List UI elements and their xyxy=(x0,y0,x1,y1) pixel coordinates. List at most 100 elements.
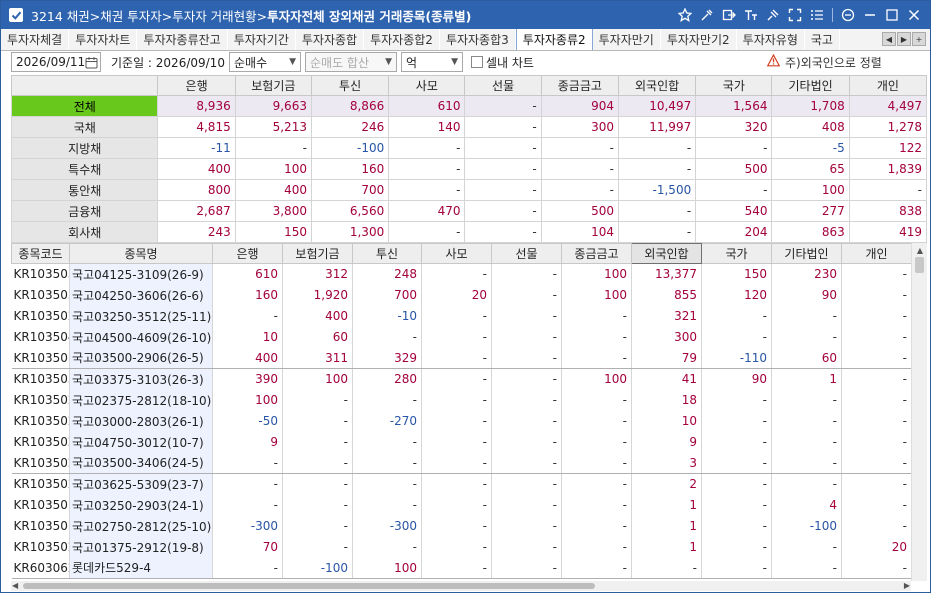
text-size-icon[interactable] xyxy=(741,5,761,25)
summary-row-label[interactable]: 통안채 xyxy=(10,179,159,201)
detail-cell: - xyxy=(282,536,353,558)
table-row[interactable]: KR1035036국고03375-3103(26-3)390100280--10… xyxy=(11,368,912,390)
tab-2[interactable]: 투자자종류잔고 xyxy=(137,29,228,50)
tab-10[interactable]: 투자자유형 xyxy=(737,29,805,50)
vertical-scrollbar[interactable]: ▲ xyxy=(911,243,927,581)
tool-icon[interactable] xyxy=(697,5,717,25)
table-row[interactable]: KR1035027국고04750-3012(10-7)9-----9--- xyxy=(11,431,912,453)
detail-column-header[interactable]: 종목명 xyxy=(69,243,213,264)
date-input[interactable]: 2026/09/11 xyxy=(11,52,101,72)
horizontal-scroll-thumb[interactable] xyxy=(23,583,595,589)
tab-1[interactable]: 투자자차트 xyxy=(69,29,138,50)
summary-row-label[interactable]: 지방채 xyxy=(10,137,159,159)
summary-row-label[interactable]: 전체 xyxy=(10,95,159,117)
summary-column-header[interactable]: 은행 xyxy=(157,75,236,96)
summary-row-label[interactable]: 국채 xyxy=(10,116,159,138)
tab-3[interactable]: 투자자기간 xyxy=(228,29,296,50)
menu-icon[interactable] xyxy=(807,5,827,25)
tab-4[interactable]: 투자자종합 xyxy=(296,29,365,50)
maximize-icon[interactable] xyxy=(882,5,902,25)
table-row[interactable]: KR1035016국고02750-2812(25-10)-300--300---… xyxy=(11,515,912,537)
summary-cell: - xyxy=(540,137,619,159)
tab-0[interactable]: 투자자체결 xyxy=(1,29,70,50)
tab-9[interactable]: 투자자만기2 xyxy=(661,29,737,50)
table-row[interactable]: KR1035036국고04250-3606(26-6)1601,92070020… xyxy=(11,284,912,306)
summary-column-header[interactable]: 종금금고 xyxy=(540,75,619,96)
detail-column-header[interactable]: 종목코드 xyxy=(11,243,70,264)
summary-row[interactable]: 회사채 243 150 1,300- -104-204 863 419 xyxy=(10,221,928,243)
table-row[interactable]: KR1035026국고03250-3512(25-11)-400-10---32… xyxy=(11,305,912,327)
summary-column-header[interactable]: 외국인합 xyxy=(617,75,697,96)
tab-5[interactable]: 투자자종합2 xyxy=(364,29,440,50)
summary-row[interactable]: 통안채 800 400 700- - - -1,500-100- xyxy=(10,179,928,201)
detail-cell: - xyxy=(701,326,772,348)
table-row[interactable]: KR1035026국고03000-2803(26-1)-50--270---10… xyxy=(11,410,912,432)
pin-icon[interactable] xyxy=(763,5,783,25)
summary-row[interactable]: 국채 4,815 5,213 246 140-300 11,997 320 408 1,278 xyxy=(10,116,928,138)
detail-column-header[interactable]: 투신 xyxy=(352,243,422,264)
detail-column-header[interactable]: 개인 xyxy=(841,243,912,264)
summary-row-label[interactable]: 회사채 xyxy=(10,221,159,243)
detail-column-header[interactable]: 외국인합 xyxy=(631,243,702,264)
base-date-label: 기준일 : 2026/09/10 xyxy=(111,56,225,70)
table-row[interactable]: KR1035026국고03625-5309(23-7)------2--- xyxy=(11,473,912,495)
detail-column-header[interactable]: 기타법인 xyxy=(771,243,842,264)
tab-more-icon[interactable]: + xyxy=(912,32,926,46)
summary-column-header[interactable]: 사모 xyxy=(388,75,466,96)
star-icon[interactable] xyxy=(675,5,695,25)
summary-column-header[interactable]: 개인 xyxy=(848,75,928,96)
detail-column-header[interactable]: 사모 xyxy=(421,243,492,264)
type-select[interactable]: 순매수 ▼ xyxy=(229,52,301,72)
table-row[interactable]: KR1035046국고04500-4609(26-10)1060----300-… xyxy=(11,326,912,348)
summary-column-header[interactable] xyxy=(10,75,159,96)
detail-column-header[interactable]: 국가 xyxy=(701,243,772,264)
detail-cell: - xyxy=(282,515,353,537)
unit-select[interactable]: 억 ▼ xyxy=(401,52,463,72)
summary-column-header[interactable]: 국가 xyxy=(695,75,773,96)
tab-11[interactable]: 국고 xyxy=(805,29,840,50)
cell-chart-checkbox[interactable] xyxy=(471,56,483,68)
table-row[interactable]: KR1035036국고04125-3109(26-9)610312248--10… xyxy=(11,263,912,285)
tab-scroll-left-icon[interactable]: ◀ xyxy=(882,32,896,46)
detail-cell: -300 xyxy=(212,515,283,537)
detail-column-header[interactable]: 은행 xyxy=(212,243,283,264)
tab-scroll-right-icon[interactable]: ▶ xyxy=(897,32,911,46)
tab-7[interactable]: 투자자종류2 xyxy=(515,29,593,50)
summary-column-header[interactable]: 기타법인 xyxy=(771,75,850,96)
summary-column-header[interactable]: 투신 xyxy=(310,75,390,96)
detail-column-header[interactable]: 선물 xyxy=(491,243,562,264)
summary-row-label[interactable]: 금융채 xyxy=(10,200,159,222)
scroll-up-icon[interactable]: ▲ xyxy=(916,245,924,255)
summary-row[interactable]: 특수채 400 100 160- - - -500 65 1,839 xyxy=(10,158,928,180)
table-row[interactable]: KR1035016국고03250-2903(24-1)------1-4- xyxy=(11,494,912,516)
horizontal-scrollbar[interactable]: ◀ ▶ xyxy=(11,581,911,591)
table-row[interactable]: KR1035026국고02375-2812(18-10)100-----18--… xyxy=(11,389,912,411)
tab-8[interactable]: 투자자만기 xyxy=(593,29,661,50)
scroll-left-icon[interactable]: ◀ xyxy=(12,581,19,590)
minimize-icon[interactable] xyxy=(860,5,880,25)
summary-column-header[interactable]: 선물 xyxy=(464,75,542,96)
summary-row[interactable]: 금융채 2,687 3,800 6,560 470-500-540 277 838 xyxy=(10,200,928,222)
export-icon[interactable] xyxy=(719,5,739,25)
table-row[interactable]: KR1035026국고01375-2912(19-8)70-----1--20 xyxy=(11,536,912,558)
summary-row[interactable]: 전체 8,936 9,663 8,866 610-904 10,497 1,564 1,708… xyxy=(10,95,928,117)
table-row[interactable]: KR1035016국고03500-2906(26-5)400311329---7… xyxy=(11,347,912,369)
summary-row-label[interactable]: 특수채 xyxy=(10,158,159,180)
unit-select-value: 억 xyxy=(406,55,418,70)
scroll-right-icon[interactable]: ▶ xyxy=(903,581,910,590)
summary-column-header[interactable]: 보험기금 xyxy=(234,75,312,96)
tab-6[interactable]: 투자자종합3 xyxy=(440,29,516,50)
close-icon[interactable] xyxy=(904,5,924,25)
detail-cell: - xyxy=(282,494,353,516)
expand-icon[interactable] xyxy=(785,5,805,25)
calendar-icon[interactable] xyxy=(85,56,98,69)
summary-row[interactable]: 지방채 -11- -100- - - - - -5 122 xyxy=(10,137,928,159)
detail-column-header[interactable]: 보험기금 xyxy=(282,243,353,264)
vertical-scroll-thumb[interactable] xyxy=(915,257,924,273)
detail-column-header[interactable]: 종금금고 xyxy=(561,243,632,264)
zoom-out-icon[interactable] xyxy=(838,5,858,25)
table-row[interactable]: KR1035026국고03500-3406(24-5)------3--- xyxy=(11,452,912,474)
checkbox-icon[interactable] xyxy=(9,8,23,22)
